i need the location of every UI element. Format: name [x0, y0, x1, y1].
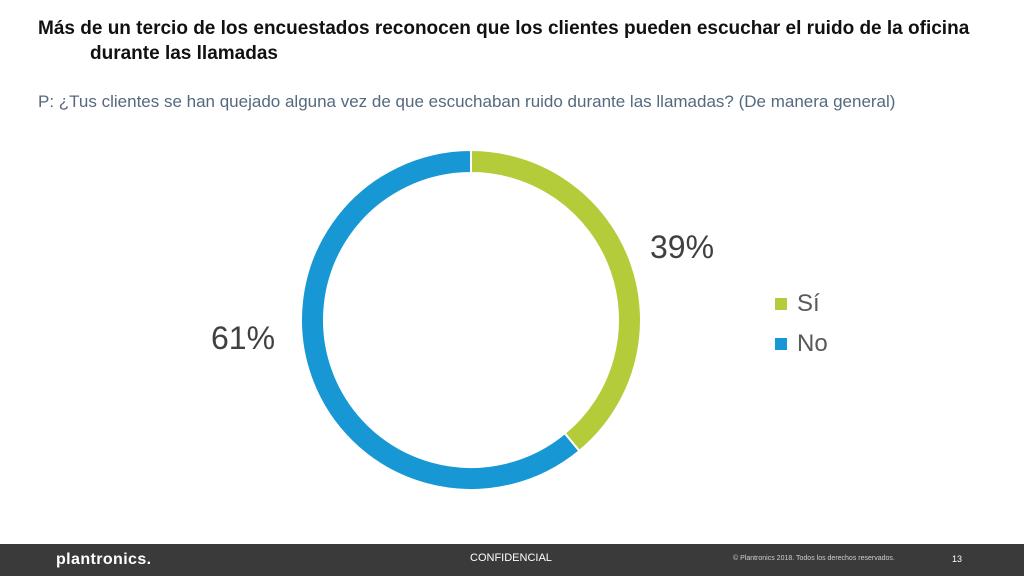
donut-slice-no	[300, 148, 581, 491]
data-label-si: 39%	[650, 229, 714, 265]
slide-title-line2: durante las llamadas	[90, 43, 278, 64]
page-number: 13	[952, 554, 963, 564]
footer-bar: plantronics. CONFIDENCIAL © Plantronics …	[0, 544, 1024, 576]
survey-question: P: ¿Tus clientes se han quejado alguna v…	[38, 92, 896, 111]
legend-item-si: Sí	[775, 284, 828, 324]
donut-slice-si	[470, 148, 642, 453]
legend-swatch-si	[775, 298, 787, 310]
copyright-text: © Plantronics 2018. Todos los derechos r…	[733, 555, 895, 562]
plantronics-logo: plantronics.	[56, 551, 152, 568]
legend-item-no: No	[775, 324, 828, 364]
legend-label-no: No	[797, 330, 828, 357]
chart-legend: Sí No	[775, 284, 828, 364]
legend-swatch-no	[775, 338, 787, 350]
data-label-no: 61%	[211, 320, 275, 356]
donut-slices	[300, 148, 642, 491]
confidential-label: CONFIDENCIAL	[470, 552, 552, 564]
slide-title-line1: Más de un tercio de los encuestados reco…	[38, 18, 970, 39]
legend-label-si: Sí	[797, 290, 820, 317]
slide-title: Más de un tercio de los encuestados reco…	[38, 16, 1008, 66]
